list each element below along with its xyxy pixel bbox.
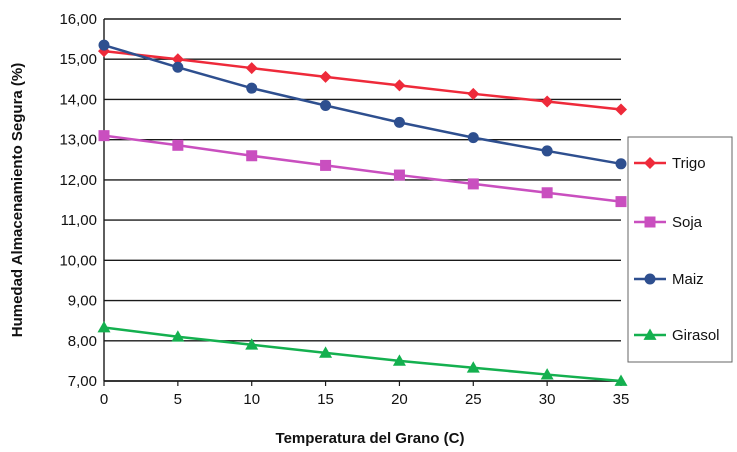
x-tick-label: 25 — [465, 391, 482, 408]
series-line-maiz — [103, 43, 622, 166]
data-point-trigo — [245, 62, 258, 75]
data-point-trigo — [467, 87, 480, 100]
legend-marker — [644, 273, 656, 285]
legend: Trigo Soja Maiz Girasol — [627, 136, 733, 363]
data-point-soja — [467, 178, 479, 190]
data-point-soja — [172, 139, 184, 151]
data-point-maiz — [320, 99, 332, 111]
x-axis-ticks: 0 5 10 15 20 25 30 35 — [100, 381, 630, 408]
series-line-girasol — [103, 326, 622, 383]
x-tick-label: 0 — [100, 391, 108, 408]
series-line-soja — [103, 134, 622, 203]
data-point-soja — [246, 150, 258, 162]
data-point-soja — [98, 130, 110, 142]
data-point-trigo — [171, 53, 184, 66]
series-trigo — [98, 45, 627, 116]
series-line-trigo — [103, 49, 622, 111]
data-point-trigo — [393, 79, 406, 92]
data-point-girasol — [392, 354, 406, 366]
y-tick-label: 8,00 — [68, 333, 97, 350]
x-tick-label: 35 — [613, 391, 630, 408]
data-point-trigo — [615, 103, 627, 116]
data-point-girasol — [245, 338, 259, 350]
data-point-maiz — [615, 158, 627, 170]
data-point-girasol — [171, 330, 185, 342]
data-point-trigo — [541, 95, 554, 108]
y-tick-label: 14,00 — [59, 91, 97, 108]
y-tick-label: 7,00 — [68, 373, 97, 390]
x-axis-title: Temperatura del Grano (C) — [276, 430, 465, 447]
data-point-girasol — [97, 321, 111, 333]
legend-label: Girasol — [672, 327, 720, 344]
plot-series — [97, 39, 628, 386]
data-point-maiz — [246, 82, 258, 94]
y-tick-label: 16,00 — [59, 11, 97, 28]
data-point-soja — [320, 159, 332, 171]
data-point-girasol — [614, 374, 628, 386]
legend-marker — [644, 157, 656, 169]
legend-label: Maiz — [672, 271, 704, 288]
legend-label: Soja — [672, 214, 703, 231]
data-point-girasol — [319, 346, 333, 358]
y-tick-label: 15,00 — [59, 51, 97, 68]
legend-marker — [643, 328, 657, 340]
y-tick-label: 12,00 — [59, 172, 97, 189]
data-point-maiz — [172, 61, 184, 73]
y-tick-label: 9,00 — [68, 293, 97, 310]
data-point-maiz — [393, 116, 405, 128]
data-point-maiz — [98, 39, 110, 51]
data-point-girasol — [540, 368, 554, 380]
data-point-soja — [393, 169, 405, 181]
y-tick-label: 11,00 — [61, 212, 97, 229]
legend-marker — [644, 216, 656, 228]
grid-lines — [103, 18, 621, 382]
legend-box — [627, 136, 733, 363]
x-tick-label: 30 — [539, 391, 556, 408]
data-point-trigo — [319, 70, 332, 83]
series-maiz — [98, 39, 627, 170]
series-soja — [98, 130, 627, 208]
legend-label: Trigo — [672, 155, 706, 172]
x-tick-label: 20 — [391, 391, 408, 408]
data-point-soja — [615, 196, 627, 208]
y-axis-ticks: 7,00 8,00 9,00 10,00 11,00 12,00 13,00 14,00 15,… — [59, 11, 97, 390]
x-tick-label: 15 — [317, 391, 334, 408]
data-point-soja — [541, 187, 553, 199]
y-tick-label: 13,00 — [59, 132, 97, 149]
x-tick-label: 5 — [174, 391, 182, 408]
data-point-girasol — [466, 361, 480, 373]
series-girasol — [97, 321, 628, 386]
y-axis-title: Humedad Almacenamiento Segura (%) — [9, 63, 26, 338]
data-point-maiz — [467, 132, 479, 144]
y-tick-label: 10,00 — [59, 252, 97, 269]
data-point-maiz — [541, 145, 553, 157]
x-tick-label: 10 — [243, 391, 260, 408]
